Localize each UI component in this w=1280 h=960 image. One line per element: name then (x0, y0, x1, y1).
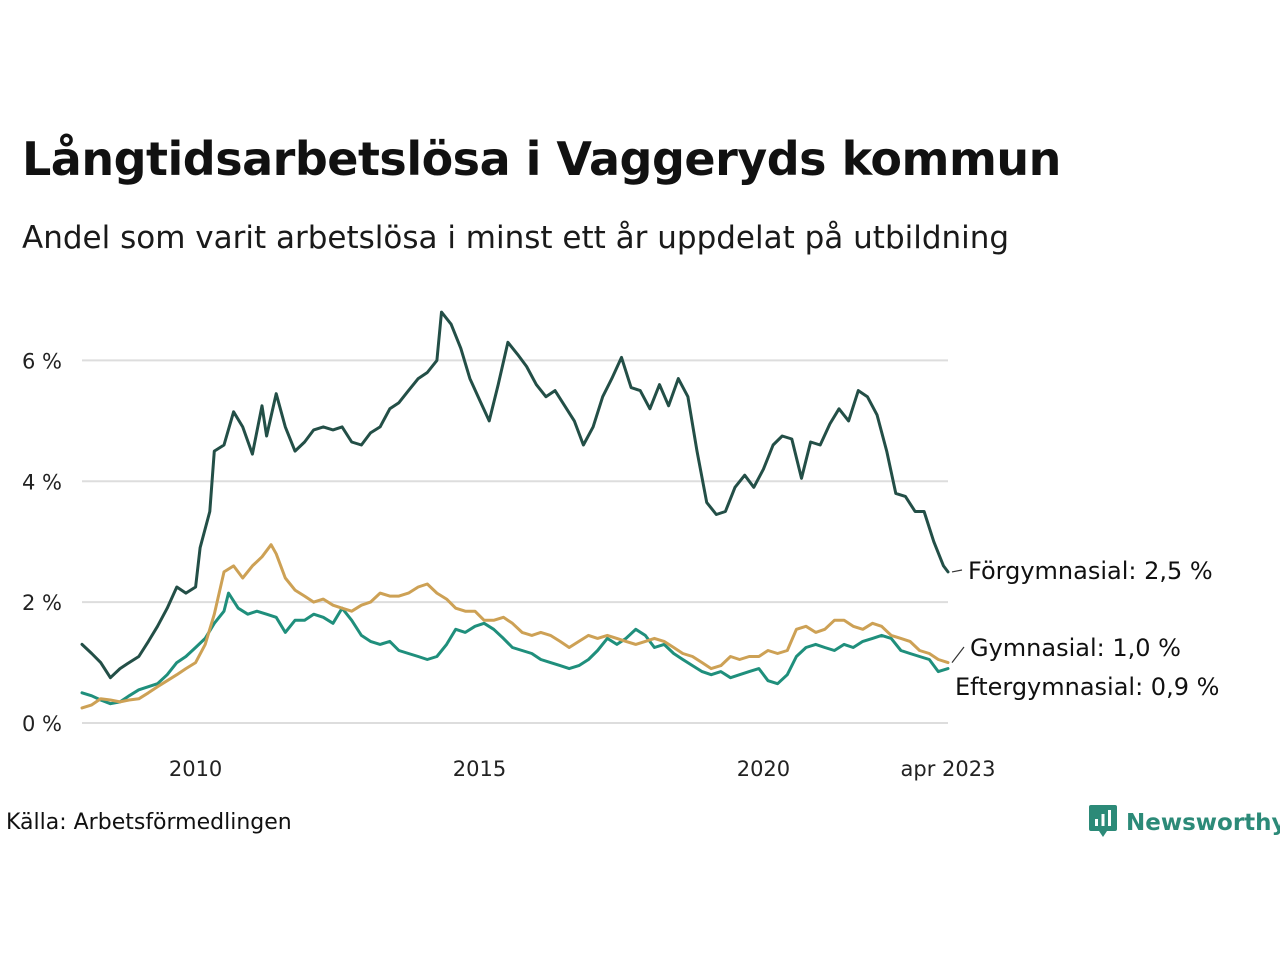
chart-title: Långtidsarbetslösa i Vaggeryds kommun (22, 132, 1061, 186)
y-tick-label: 0 % (22, 712, 62, 736)
series-line-förgymnasial (80, 310, 950, 680)
label-leader-line (951, 569, 963, 573)
y-tick-label: 6 % (22, 349, 62, 373)
series-end-labels: Förgymnasial: 2,5 % Gymnasial: 1,0 % Efter… (951, 557, 1219, 701)
x-tick-label: 2020 (737, 757, 790, 781)
chart-subtitle: Andel som varit arbetslösa i minst ett å… (22, 220, 1010, 256)
source-text: Källa: Arbetsförmedlingen (6, 810, 292, 835)
brand-name: Newsworthy (1126, 810, 1280, 836)
series-line-eftergymnasial (80, 591, 950, 706)
series-end-label: Gymnasial: 1,0 % (970, 634, 1181, 662)
x-tick-label: 2010 (169, 757, 222, 781)
label-leader-line (951, 646, 965, 663)
series-line-gymnasial (80, 543, 950, 710)
x-axis-ticks: 2010 2015 2020 apr 2023 (169, 757, 996, 781)
x-end-label: apr 2023 (901, 757, 996, 781)
y-axis-ticks: 0 % 2 % 4 % 6 % (22, 349, 62, 736)
gridlines (82, 359, 948, 724)
x-tick-label: 2015 (453, 757, 506, 781)
brand-logo[interactable]: Newsworthy (1088, 803, 1280, 843)
series-lines (80, 310, 950, 710)
series-end-label: Eftergymnasial: 0,9 % (955, 673, 1219, 701)
series-end-label: Förgymnasial: 2,5 % (968, 557, 1213, 585)
newsworthy-chart-icon (1088, 803, 1118, 843)
y-tick-label: 2 % (22, 591, 62, 615)
y-tick-label: 4 % (22, 470, 62, 494)
